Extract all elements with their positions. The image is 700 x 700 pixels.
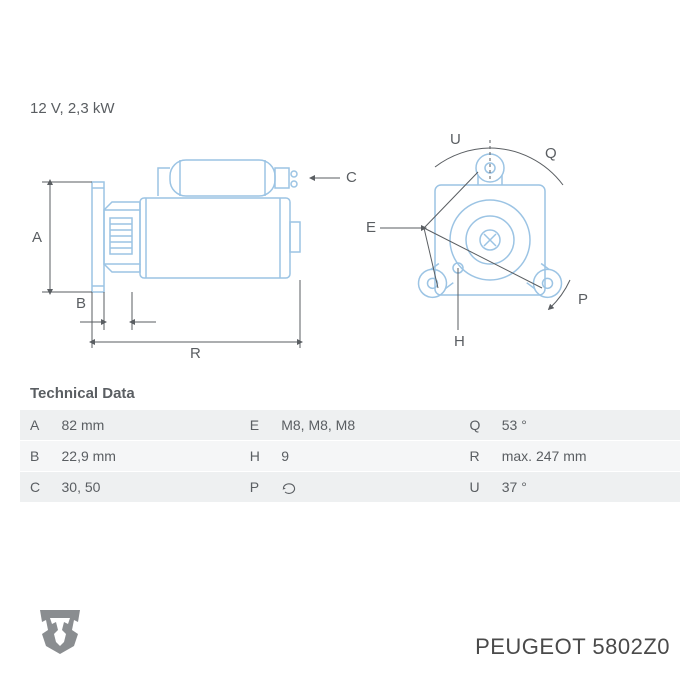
cell-key: P bbox=[240, 472, 272, 503]
cell-val: M8, M8, M8 bbox=[271, 410, 459, 441]
cell-val: max. 247 mm bbox=[492, 441, 680, 472]
cell-key: C bbox=[20, 472, 52, 503]
cell-val bbox=[271, 472, 459, 503]
cell-val: 53 ° bbox=[492, 410, 680, 441]
cell-key: Q bbox=[459, 410, 491, 441]
brand-part-number: PEUGEOT 5802Z0 bbox=[475, 634, 670, 660]
footer: PEUGEOT 5802Z0 bbox=[30, 600, 670, 660]
cell-val: 9 bbox=[271, 441, 459, 472]
brand-name: PEUGEOT bbox=[475, 634, 586, 659]
dim-label-b: B bbox=[76, 295, 86, 312]
dim-label-c: C bbox=[346, 169, 357, 186]
cell-val: 22,9 mm bbox=[52, 441, 240, 472]
dim-label-a: A bbox=[32, 229, 42, 246]
technical-diagrams: A B R C bbox=[20, 130, 680, 360]
dim-label-e: E bbox=[366, 219, 376, 236]
dim-label-u: U bbox=[450, 131, 461, 148]
dim-label-r: R bbox=[190, 345, 201, 360]
electrical-spec: 12 V, 2,3 kW bbox=[30, 100, 115, 117]
cell-key: H bbox=[240, 441, 272, 472]
dim-label-p: P bbox=[578, 291, 588, 308]
cell-key: E bbox=[240, 410, 272, 441]
dim-label-q: Q bbox=[545, 145, 557, 162]
table-row: A 82 mm E M8, M8, M8 Q 53 ° bbox=[20, 410, 680, 441]
cell-key: R bbox=[459, 441, 491, 472]
tech-data-table: A 82 mm E M8, M8, M8 Q 53 ° B 22,9 mm H … bbox=[20, 410, 680, 503]
cell-key: A bbox=[20, 410, 52, 441]
dim-label-h: H bbox=[454, 333, 465, 350]
part-number: 5802Z0 bbox=[592, 634, 670, 659]
side-view-drawing bbox=[92, 160, 300, 292]
cell-val: 30, 50 bbox=[52, 472, 240, 503]
tech-data-heading: Technical Data bbox=[30, 385, 135, 402]
cell-key: B bbox=[20, 441, 52, 472]
table-row: B 22,9 mm H 9 R max. 247 mm bbox=[20, 441, 680, 472]
cell-key: U bbox=[459, 472, 491, 503]
cell-val: 37 ° bbox=[492, 472, 680, 503]
peugeot-logo-icon bbox=[30, 600, 90, 660]
table-row: C 30, 50 P U 37 ° bbox=[20, 472, 680, 503]
cell-val: 82 mm bbox=[52, 410, 240, 441]
